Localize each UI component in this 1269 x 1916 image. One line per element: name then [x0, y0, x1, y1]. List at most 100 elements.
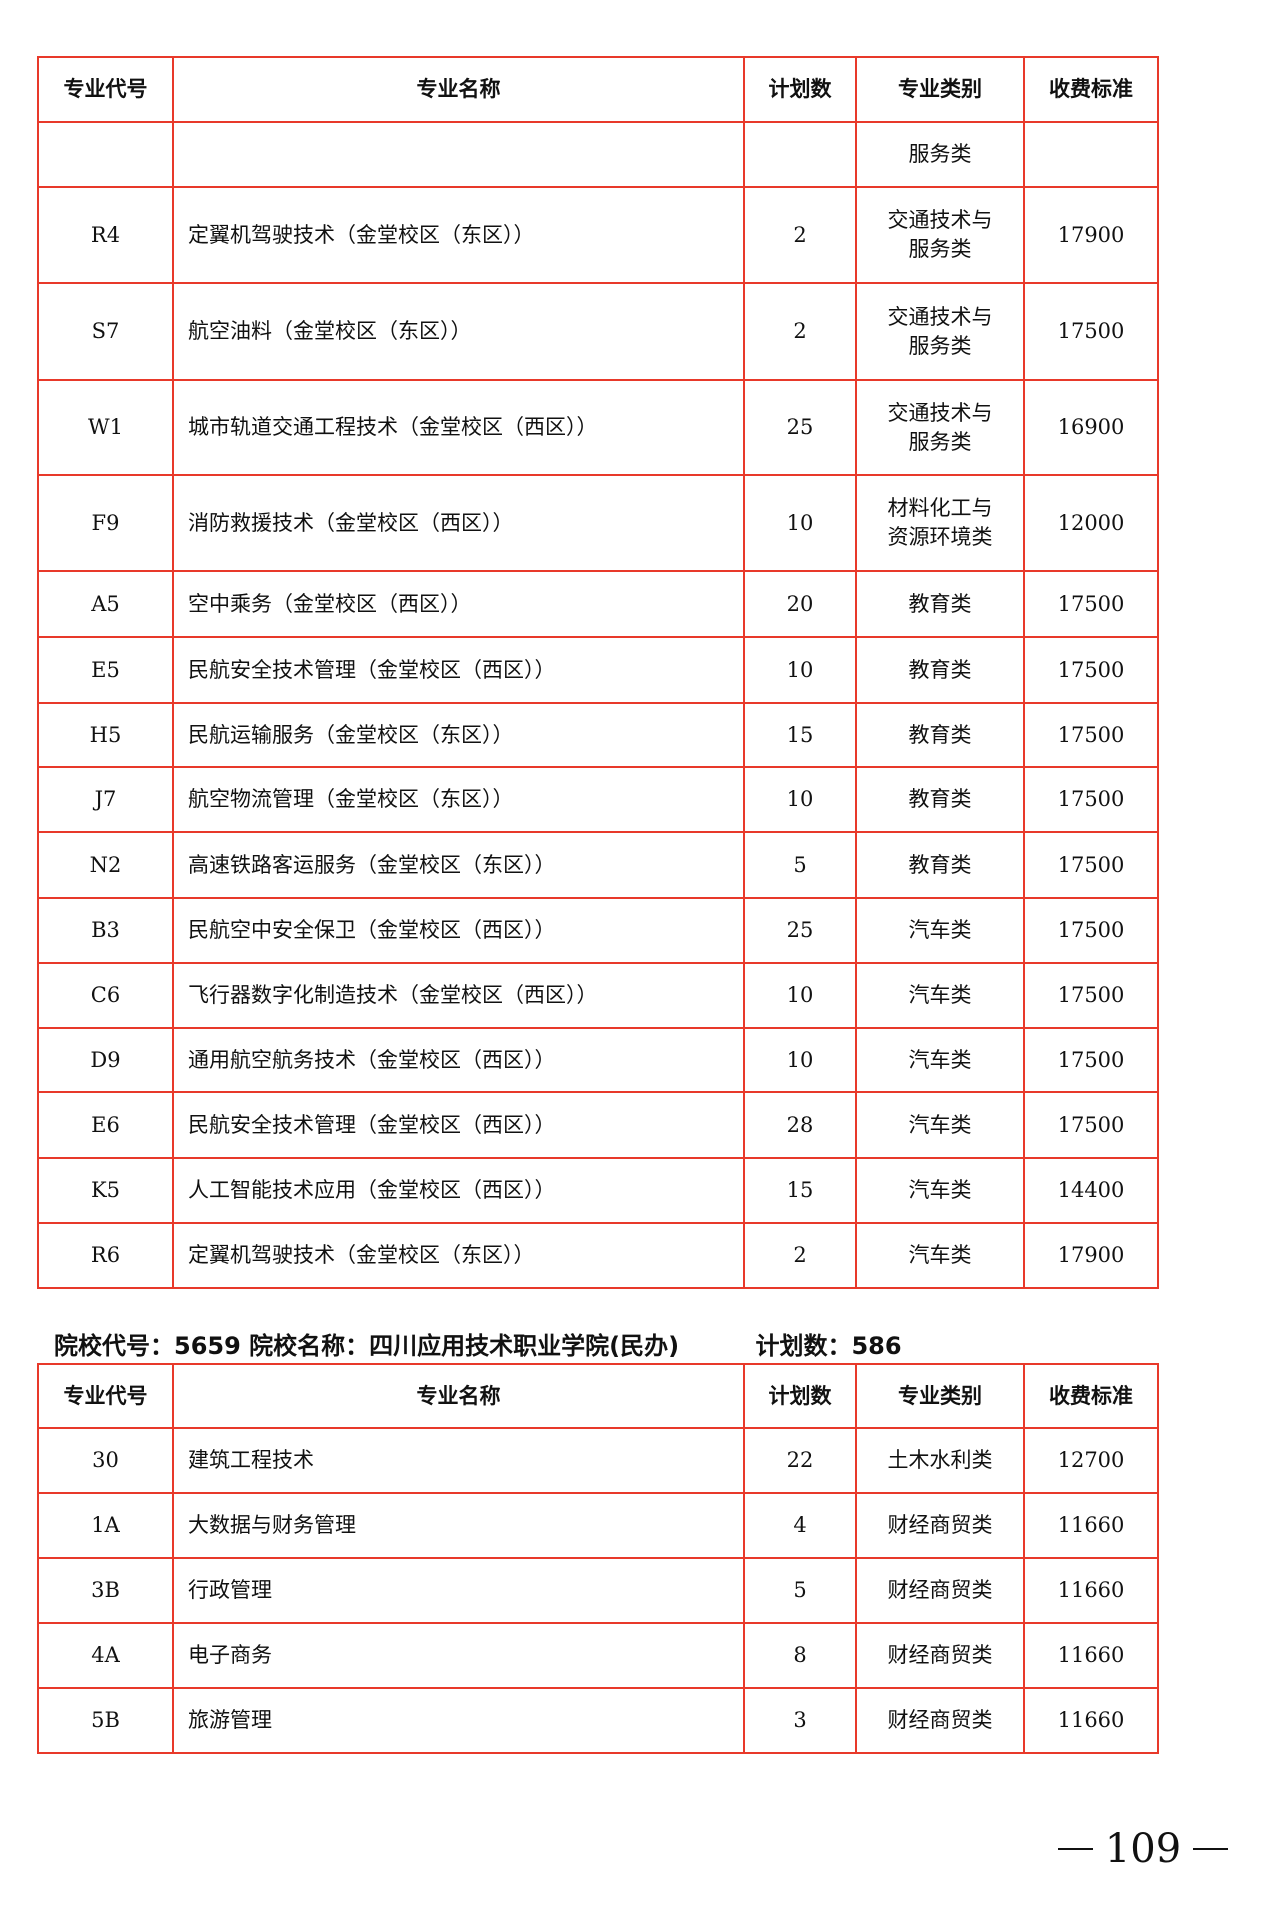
major-code: D9 [37, 1027, 174, 1093]
plan-count: 15 [743, 702, 857, 768]
major-name: 定翼机驾驶技术（金堂校区（东区）） [172, 1222, 745, 1289]
plan-count: 10 [743, 1027, 857, 1093]
header-code: 专业代号 [37, 56, 174, 123]
tuition-fee: 17500 [1023, 1027, 1159, 1093]
major-code: K5 [37, 1157, 174, 1224]
major-code: 4A [37, 1622, 174, 1689]
major-name: 城市轨道交通工程技术（金堂校区（西区）） [172, 379, 745, 476]
major-name: 飞行器数字化制造技术（金堂校区（西区）） [172, 962, 745, 1029]
major-code: H5 [37, 702, 174, 768]
major-code: F9 [37, 474, 174, 572]
tuition-fee [1023, 121, 1159, 188]
plan-count: 8 [743, 1622, 857, 1689]
header-category: 专业类别 [855, 1363, 1025, 1429]
plan-count: 25 [743, 897, 857, 964]
major-name: 民航空中安全保卫（金堂校区（西区）） [172, 897, 745, 964]
major-code: 5B [37, 1687, 174, 1754]
school-name: 四川应用技术职业学院(民办) [369, 1332, 680, 1360]
major-name: 定翼机驾驶技术（金堂校区（东区）） [172, 186, 745, 284]
page-number: 109 [1104, 1826, 1182, 1872]
major-name: 人工智能技术应用（金堂校区（西区）） [172, 1157, 745, 1224]
plan-count: 20 [743, 570, 857, 638]
plan-count: 4 [743, 1492, 857, 1559]
major-code: E5 [37, 636, 174, 704]
major-category: 教育类 [855, 831, 1025, 899]
tuition-fee: 11660 [1023, 1622, 1159, 1689]
school-code-label: 院校代号： [54, 1332, 174, 1360]
major-code: 30 [37, 1427, 174, 1494]
table-row: 30 建筑工程技术 22 土木水利类 12700 [37, 1427, 1159, 1494]
plan-count: 10 [743, 766, 857, 833]
table-row: 5B 旅游管理 3 财经商贸类 11660 [37, 1687, 1159, 1754]
major-category: 汽车类 [855, 1222, 1025, 1289]
major-category: 财经商贸类 [855, 1492, 1025, 1559]
school-name-label: 院校名称： [249, 1332, 370, 1360]
major-category: 汽车类 [855, 962, 1025, 1029]
major-category: 教育类 [855, 636, 1025, 704]
major-category: 交通技术与 服务类 [855, 379, 1025, 476]
table-row: W1 城市轨道交通工程技术（金堂校区（西区）） 25 交通技术与 服务类 16900 [37, 379, 1159, 476]
majors-table-1: 专业代号 专业名称 计划数 专业类别 收费标准 服务类 R4 定翼机驾驶技术（金堂校… [37, 56, 1159, 1289]
major-code: E6 [37, 1091, 174, 1159]
major-name: 航空物流管理（金堂校区（东区）） [172, 766, 745, 833]
plan-count: 15 [743, 1157, 857, 1224]
plan-count: 22 [743, 1427, 857, 1494]
major-category: 汽车类 [855, 1157, 1025, 1224]
major-category: 汽车类 [855, 1091, 1025, 1159]
plan-count: 10 [743, 962, 857, 1029]
major-category: 交通技术与 服务类 [855, 282, 1025, 381]
major-name [172, 121, 745, 188]
table-row: K5 人工智能技术应用（金堂校区（西区）） 15 汽车类 14400 [37, 1157, 1159, 1224]
tuition-fee: 17500 [1023, 897, 1159, 964]
table-row: 1A 大数据与财务管理 4 财经商贸类 11660 [37, 1492, 1159, 1559]
table-row: R6 定翼机驾驶技术（金堂校区（东区）） 2 汽车类 17900 [37, 1222, 1159, 1289]
major-code: R4 [37, 186, 174, 284]
major-category: 汽车类 [855, 1027, 1025, 1093]
table-row: C6 飞行器数字化制造技术（金堂校区（西区）） 10 汽车类 17500 [37, 962, 1159, 1029]
tuition-fee: 17500 [1023, 702, 1159, 768]
tuition-fee: 16900 [1023, 379, 1159, 476]
school-code: 5659 [174, 1332, 241, 1360]
table-row: R4 定翼机驾驶技术（金堂校区（东区）） 2 交通技术与 服务类 17900 [37, 186, 1159, 284]
header-fee: 收费标准 [1023, 1363, 1159, 1429]
table-header: 专业代号 专业名称 计划数 专业类别 收费标准 [37, 1363, 1159, 1429]
table-row: J7 航空物流管理（金堂校区（东区）） 10 教育类 17500 [37, 766, 1159, 833]
plan-count: 3 [743, 1687, 857, 1754]
major-name: 民航安全技术管理（金堂校区（西区）） [172, 636, 745, 704]
plan-count: 5 [743, 831, 857, 899]
major-name: 旅游管理 [172, 1687, 745, 1754]
tuition-fee: 12700 [1023, 1427, 1159, 1494]
school-info: 院校代号：5659 院校名称：四川应用技术职业学院(民办) 计划数：586 [54, 1326, 902, 1361]
table-row: S7 航空油料（金堂校区（东区）） 2 交通技术与 服务类 17500 [37, 282, 1159, 381]
plan-count: 10 [743, 636, 857, 704]
tuition-fee: 14400 [1023, 1157, 1159, 1224]
table-row: F9 消防救援技术（金堂校区（西区）） 10 材料化工与 资源环境类 12000 [37, 474, 1159, 572]
tuition-fee: 17500 [1023, 636, 1159, 704]
major-name: 高速铁路客运服务（金堂校区（东区）） [172, 831, 745, 899]
major-category: 财经商贸类 [855, 1557, 1025, 1624]
plan-count: 5 [743, 1557, 857, 1624]
tuition-fee: 17500 [1023, 831, 1159, 899]
tuition-fee: 17900 [1023, 1222, 1159, 1289]
header-category: 专业类别 [855, 56, 1025, 123]
major-code: J7 [37, 766, 174, 833]
major-code: S7 [37, 282, 174, 381]
table-row: E6 民航安全技术管理（金堂校区（西区）） 28 汽车类 17500 [37, 1091, 1159, 1159]
plan-count: 28 [743, 1091, 857, 1159]
major-code: 1A [37, 1492, 174, 1559]
plan-count [743, 121, 857, 188]
major-code: R6 [37, 1222, 174, 1289]
major-code: W1 [37, 379, 174, 476]
major-category: 交通技术与 服务类 [855, 186, 1025, 284]
major-code: 3B [37, 1557, 174, 1624]
major-name: 通用航空航务技术（金堂校区（西区）） [172, 1027, 745, 1093]
table-row: D9 通用航空航务技术（金堂校区（西区）） 10 汽车类 17500 [37, 1027, 1159, 1093]
major-category: 汽车类 [855, 897, 1025, 964]
header-name: 专业名称 [172, 1363, 745, 1429]
tuition-fee: 17500 [1023, 1091, 1159, 1159]
table-row: H5 民航运输服务（金堂校区（东区）） 15 教育类 17500 [37, 702, 1159, 768]
major-code: B3 [37, 897, 174, 964]
table-row: B3 民航空中安全保卫（金堂校区（西区）） 25 汽车类 17500 [37, 897, 1159, 964]
page-footer: 109 [1058, 1826, 1228, 1872]
major-category: 教育类 [855, 702, 1025, 768]
